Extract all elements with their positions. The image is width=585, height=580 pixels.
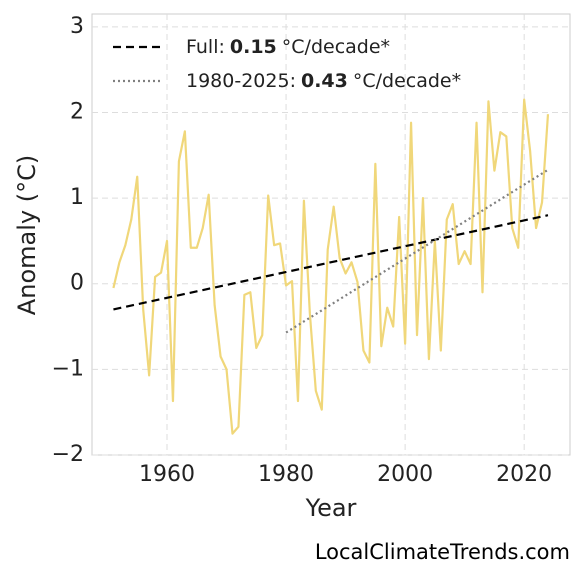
x-tick-label: 2020 [496,462,552,487]
legend-label: Full: 0.15 °C/decade* [186,36,390,58]
trend-line [113,214,549,311]
y-tick-label: −1 [52,356,84,381]
y-axis-label: Anomaly (°C) [13,155,41,315]
legend-label: 1980-2025: 0.43 °C/decade* [186,70,461,92]
trend-line [285,168,549,334]
legend-label-part: 1980-2025: [186,70,296,92]
x-tick-label: 1980 [258,462,314,487]
plot-frame [91,13,571,456]
legend-label-part: °C/decade* [282,36,390,58]
legend-label-part: 0.43 [301,70,348,92]
source: LocalClimateTrends.com [315,540,570,564]
y-tick-label: 3 [70,14,84,39]
y-tick-label: 0 [70,271,84,296]
x-tick-label: 2000 [377,462,433,487]
x-axis-label: Year [305,494,357,522]
legend-label-part: 0.15 [230,36,277,58]
y-tick-label: 1 [70,185,84,210]
legend-label-part: Full: [186,36,225,58]
data-line [112,98,550,435]
y-tick-label: −2 [52,442,84,467]
y-tick-label: 2 [70,99,84,124]
x-tick-label: 1960 [139,462,195,487]
legend-label-part: °C/decade* [353,70,461,92]
